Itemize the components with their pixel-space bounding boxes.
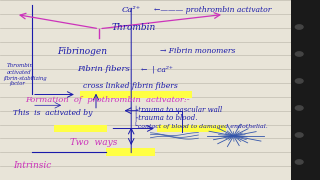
Text: cross linked fibrin fibers: cross linked fibrin fibers [83,82,178,89]
Text: ├trauma to vascular wall: ├trauma to vascular wall [134,106,223,114]
Text: Fibrin fibers: Fibrin fibers [77,65,130,73]
Bar [291,0,320,180]
Circle shape [295,106,303,110]
Circle shape [295,160,303,164]
Text: Thrombin: Thrombin [6,63,33,68]
Text: ├trauma to blood.: ├trauma to blood. [134,114,198,122]
Text: factor: factor [10,81,26,86]
Text: Thrombin: Thrombin [112,23,156,32]
Circle shape [295,133,303,137]
Circle shape [295,52,303,56]
Text: ←——— prothrombin activator: ←——— prothrombin activator [154,6,271,14]
Text: activated: activated [6,70,31,75]
FancyBboxPatch shape [80,91,192,98]
Text: └contact of blood to damaged endothelial.: └contact of blood to damaged endothelial… [134,123,268,129]
Text: Intrinsic: Intrinsic [13,161,51,170]
Circle shape [295,79,303,83]
Text: Fibrinogen: Fibrinogen [58,47,108,56]
FancyBboxPatch shape [54,125,107,132]
Text: Two  ways: Two ways [70,138,118,147]
Circle shape [295,25,303,29]
Text: ←  | ca²⁺: ← | ca²⁺ [141,65,173,73]
FancyBboxPatch shape [106,148,155,156]
Text: fibrin-stabilizing: fibrin-stabilizing [3,76,47,81]
Text: Formation  of  prothrombin  activator:-: Formation of prothrombin activator:- [26,96,190,104]
FancyBboxPatch shape [157,125,226,132]
Text: This  is  activated by: This is activated by [13,109,92,116]
Text: → Fibrin monomers: → Fibrin monomers [160,47,236,55]
Text: Ca²⁺: Ca²⁺ [122,6,141,14]
